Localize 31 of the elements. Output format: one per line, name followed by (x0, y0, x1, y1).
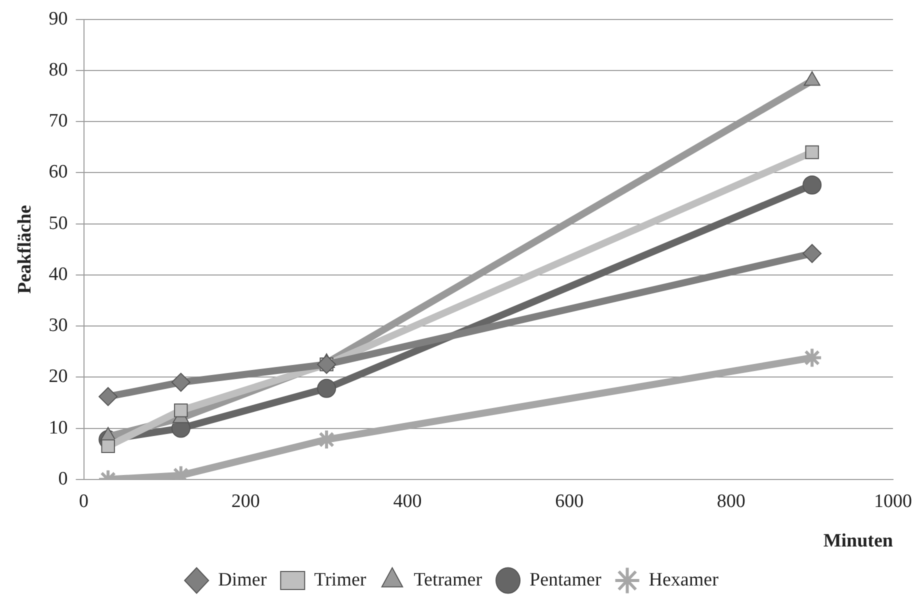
legend-label: Tetramer (414, 569, 483, 590)
x-tick-label: 600 (555, 490, 584, 512)
y-tick-label: 30 (48, 315, 68, 336)
x-tick-label: 400 (393, 490, 422, 512)
point (317, 378, 336, 398)
legend-label: Hexamer (648, 569, 720, 590)
x-tick-label: 800 (716, 490, 746, 512)
y-tick-label: 90 (48, 8, 68, 30)
legend-label: Dimer (218, 569, 268, 590)
y-tick-label: 80 (48, 59, 68, 80)
y-tick-label: 10 (48, 417, 68, 438)
x-axis-title: Minuten (823, 530, 894, 552)
y-tick-label: 70 (48, 110, 68, 132)
point (171, 372, 190, 392)
point (802, 176, 822, 194)
y-axis-title: Peakfläche (14, 205, 36, 294)
point (174, 404, 188, 418)
y-tick-label: 50 (48, 212, 68, 234)
y-tick-label: 40 (48, 264, 68, 285)
point (802, 244, 822, 263)
y-tick-label: 0 (58, 468, 68, 490)
legend-label: Pentamer (530, 569, 602, 590)
y-tick-label: 20 (48, 366, 68, 388)
x-tick-label: 0 (79, 490, 89, 512)
y-tick-label: 60 (48, 162, 68, 183)
x-tick-label: 1000 (874, 490, 912, 512)
x-tick-label: 200 (231, 490, 260, 512)
point (101, 439, 115, 454)
point (805, 145, 819, 160)
legend-label: Trimer (314, 569, 367, 590)
point (98, 387, 118, 406)
